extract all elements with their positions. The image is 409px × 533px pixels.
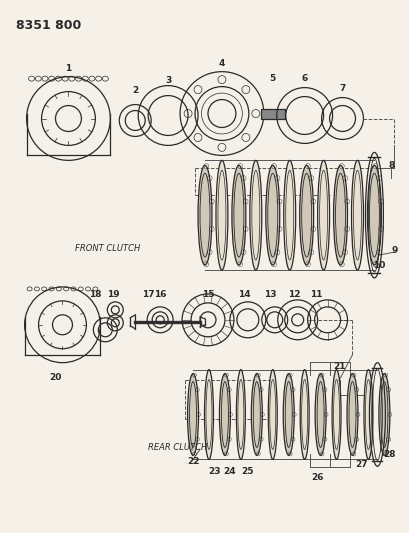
Text: 1: 1	[65, 64, 72, 73]
Text: 8351 800: 8351 800	[16, 19, 81, 32]
Text: 25: 25	[241, 467, 254, 476]
Text: 8: 8	[387, 161, 393, 170]
Ellipse shape	[265, 165, 279, 265]
Text: 6: 6	[301, 74, 307, 83]
Text: 16: 16	[153, 290, 166, 300]
Text: 3: 3	[164, 76, 171, 85]
Ellipse shape	[187, 374, 198, 455]
Text: REAR CLUTCH: REAR CLUTCH	[148, 443, 207, 452]
Ellipse shape	[299, 370, 308, 459]
Ellipse shape	[331, 370, 340, 459]
Text: 14: 14	[237, 290, 249, 300]
Text: 18: 18	[89, 290, 101, 300]
Text: 23: 23	[208, 467, 221, 476]
Ellipse shape	[216, 160, 227, 270]
Text: 5: 5	[269, 74, 275, 83]
Ellipse shape	[351, 160, 362, 270]
Ellipse shape	[283, 160, 295, 270]
Ellipse shape	[219, 374, 230, 455]
Ellipse shape	[204, 370, 213, 459]
Ellipse shape	[317, 160, 329, 270]
Text: 4: 4	[218, 59, 225, 68]
Text: 15: 15	[201, 290, 214, 300]
Text: 7: 7	[339, 84, 345, 93]
Text: 13: 13	[264, 290, 276, 300]
Text: 10: 10	[372, 261, 384, 270]
Text: 9: 9	[390, 246, 397, 255]
Text: 12: 12	[288, 290, 300, 300]
Ellipse shape	[299, 165, 313, 265]
Bar	[260, 109, 284, 118]
Ellipse shape	[283, 374, 294, 455]
Text: FRONT CLUTCH: FRONT CLUTCH	[75, 244, 140, 253]
Ellipse shape	[363, 370, 372, 459]
Text: 2: 2	[132, 86, 138, 95]
Ellipse shape	[249, 160, 261, 270]
Text: 11: 11	[310, 290, 322, 300]
Text: 17: 17	[142, 290, 154, 300]
Text: 19: 19	[107, 290, 119, 300]
Ellipse shape	[378, 374, 389, 455]
Ellipse shape	[333, 165, 347, 265]
Text: 22: 22	[187, 457, 199, 466]
Text: 24: 24	[223, 467, 236, 476]
Ellipse shape	[231, 165, 245, 265]
Ellipse shape	[315, 374, 325, 455]
Ellipse shape	[366, 165, 380, 265]
Text: 27: 27	[354, 460, 367, 469]
Text: 21: 21	[333, 362, 345, 371]
Ellipse shape	[251, 374, 262, 455]
Ellipse shape	[267, 370, 276, 459]
Ellipse shape	[346, 374, 357, 455]
Text: 28: 28	[382, 450, 395, 459]
Text: 26: 26	[310, 473, 323, 482]
Ellipse shape	[236, 370, 245, 459]
Text: 20: 20	[49, 373, 61, 382]
Ellipse shape	[198, 165, 211, 265]
